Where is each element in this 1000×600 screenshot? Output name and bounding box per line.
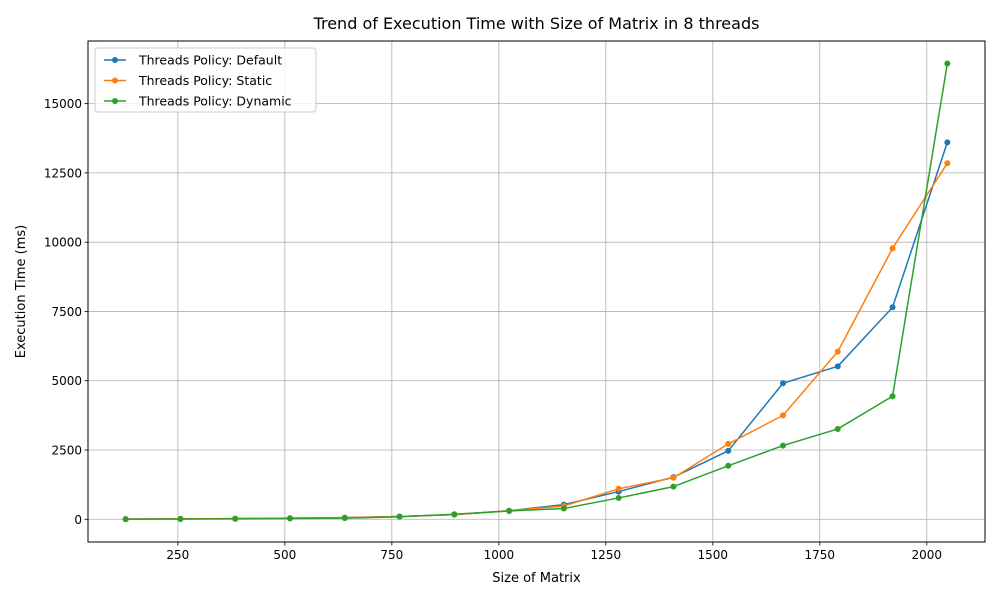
y-tick-label: 0: [74, 513, 82, 527]
data-point: [944, 160, 951, 167]
legend-swatch-marker: [112, 98, 118, 104]
data-point: [725, 447, 732, 454]
series-2: [122, 60, 951, 523]
y-tick-label: 7500: [51, 305, 82, 319]
data-point: [834, 348, 841, 355]
y-axis-ticks: 0 2500 5000 7500 10000 12500 15000: [44, 97, 88, 527]
y-tick-label: 12500: [44, 166, 82, 180]
data-point: [615, 485, 622, 492]
legend-label: Threads Policy: Static: [138, 73, 272, 88]
data-point: [177, 516, 184, 523]
legend-item: Threads Policy: Dynamic: [104, 94, 292, 109]
plot-area-frame: [87, 40, 986, 543]
legend-item: Threads Policy: Static: [104, 73, 272, 88]
data-point: [889, 304, 896, 311]
data-point: [889, 393, 896, 400]
data-point: [560, 505, 567, 512]
series-lines: [122, 60, 951, 523]
x-axis-label: Size of Matrix: [492, 571, 581, 586]
x-tick-label: 1250: [591, 548, 622, 562]
legend-label: Threads Policy: Dynamic: [138, 94, 292, 109]
legend-swatch-marker: [112, 77, 118, 84]
data-point: [506, 507, 513, 514]
x-tick-label: 500: [273, 548, 296, 562]
x-axis-ticks: 250 500 750 1000 1250 1500 1750 2000: [166, 542, 942, 562]
y-tick-label: 10000: [44, 236, 82, 250]
legend-label: Threads Policy: Default: [138, 53, 282, 68]
data-point: [232, 515, 239, 522]
x-tick-label: 750: [380, 548, 403, 562]
legend: Threads Policy: Default Threads Policy: S…: [94, 47, 317, 113]
data-point: [944, 60, 951, 67]
data-point: [670, 483, 677, 490]
y-tick-label: 15000: [44, 97, 82, 111]
chart-title: Trend of Execution Time with Size of Mat…: [313, 14, 760, 33]
data-point: [122, 516, 129, 523]
data-point: [670, 474, 677, 481]
y-tick-label: 2500: [51, 444, 82, 458]
data-point: [725, 440, 732, 447]
x-tick-label: 1500: [698, 548, 729, 562]
x-tick-label: 250: [166, 548, 189, 562]
data-point: [780, 442, 787, 449]
data-point: [889, 245, 896, 252]
data-point: [834, 425, 841, 432]
data-point: [834, 363, 841, 370]
x-tick-label: 1000: [484, 548, 515, 562]
data-point: [341, 515, 348, 522]
data-point: [286, 515, 293, 522]
legend-swatch-marker: [112, 57, 118, 63]
data-point: [944, 139, 951, 146]
data-point: [725, 462, 732, 469]
data-point: [780, 412, 787, 419]
x-tick-label: 1750: [805, 548, 836, 562]
y-tick-label: 5000: [51, 374, 82, 388]
series-line: [125, 63, 949, 520]
data-point: [396, 513, 403, 520]
y-axis-label: Execution Time (ms): [14, 225, 29, 358]
legend-box: [94, 47, 317, 113]
data-point: [615, 494, 622, 501]
data-point: [451, 511, 458, 518]
data-point: [780, 380, 787, 387]
legend-item: Threads Policy: Default: [104, 53, 282, 68]
x-tick-label: 2000: [912, 548, 943, 562]
